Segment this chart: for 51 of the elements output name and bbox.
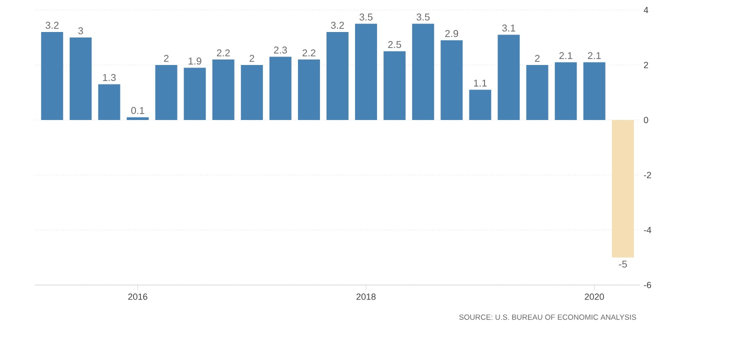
- y-tick-label: -4: [644, 226, 652, 234]
- bar: [184, 68, 206, 120]
- bar: [126, 117, 149, 120]
- data-label: 2.3: [274, 46, 287, 54]
- data-label: 1.3: [103, 74, 116, 82]
- bar: [469, 90, 492, 120]
- bar: [412, 24, 434, 120]
- y-tick-label: 0: [644, 116, 648, 124]
- data-label: 2: [164, 54, 169, 62]
- data-label: 2: [250, 54, 254, 62]
- bar: [355, 24, 378, 120]
- y-tick-label: 2: [644, 62, 648, 68]
- y-tick-label: -2: [644, 172, 652, 178]
- x-tick-label: 2018: [356, 294, 376, 300]
- bar: [612, 120, 634, 258]
- data-label: 2.2: [302, 49, 316, 56]
- data-label: 2.1: [559, 52, 572, 60]
- data-label: 1.1: [474, 80, 487, 87]
- bar: [583, 62, 606, 120]
- bar: [526, 64, 548, 120]
- x-tick-label: 2016: [128, 294, 148, 300]
- bar: [440, 40, 463, 120]
- bar: [212, 59, 234, 120]
- bar: [155, 64, 178, 120]
- data-label: 2.5: [388, 40, 402, 48]
- bar: [70, 37, 92, 120]
- bar: [326, 32, 349, 120]
- y-tick-label: -6: [644, 282, 652, 288]
- bar: [554, 62, 577, 120]
- data-label: 3.5: [359, 13, 373, 21]
- data-label: 3: [78, 27, 83, 34]
- bar: [498, 34, 520, 120]
- bar: [240, 64, 263, 120]
- data-label: 2.2: [216, 49, 230, 56]
- data-label: 2: [535, 54, 540, 62]
- data-label: 3.5: [416, 13, 430, 21]
- bar: [41, 32, 64, 120]
- y-tick-label: 4: [644, 6, 648, 14]
- data-label: 3.2: [330, 22, 344, 29]
- bar: [269, 56, 292, 120]
- data-label: 2.9: [445, 30, 458, 38]
- data-label: 0.1: [131, 107, 144, 114]
- bar: [384, 51, 406, 120]
- bar: [298, 59, 320, 120]
- data-label: -5: [618, 260, 627, 268]
- data-label: 3.1: [502, 24, 516, 32]
- x-tick-label: 2020: [584, 294, 604, 300]
- data-label: 3.2: [46, 22, 59, 29]
- bar: [98, 84, 120, 120]
- data-label: 2.1: [588, 52, 601, 60]
- data-label: 1.9: [188, 57, 202, 65]
